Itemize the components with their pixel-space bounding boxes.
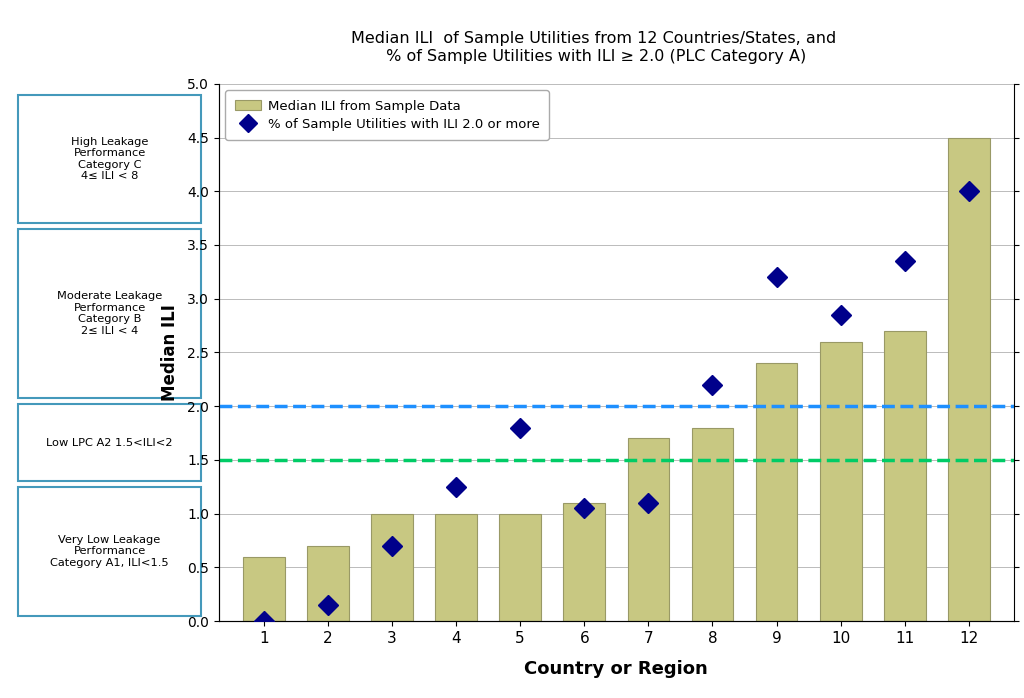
FancyBboxPatch shape [18, 229, 201, 398]
Bar [948, 138, 990, 621]
FancyBboxPatch shape [18, 403, 201, 482]
Bar [435, 514, 477, 621]
Text: High Leakage
Performance
Category C
4≤ ILI < 8: High Leakage Performance Category C 4≤ I… [71, 137, 148, 181]
Text: Moderate Leakage
Performance
Category B
2≤ ILI < 4: Moderate Leakage Performance Category B … [57, 291, 162, 336]
Text: Very Low Leakage
Performance
Category A1, ILI<1.5: Very Low Leakage Performance Category A1… [50, 535, 169, 568]
Bar [628, 438, 670, 621]
Bar [243, 557, 285, 621]
Text: Median ILI  of Sample Utilities from 12 Countries/States, and
 % of Sample Utili: Median ILI of Sample Utilities from 12 C… [351, 31, 837, 64]
Bar [691, 428, 733, 621]
Legend: Median ILI from Sample Data, % of Sample Utilities with ILI 2.0 or more: Median ILI from Sample Data, % of Sample… [225, 90, 549, 140]
Bar [307, 546, 349, 621]
Y-axis label: Median ILI: Median ILI [161, 304, 179, 401]
Bar [563, 503, 605, 621]
Bar [756, 363, 798, 621]
Text: Low LPC A2 1.5<ILI<2: Low LPC A2 1.5<ILI<2 [46, 438, 173, 447]
Bar [371, 514, 413, 621]
Bar [884, 331, 926, 621]
X-axis label: Country or Region: Country or Region [524, 660, 709, 678]
Bar [820, 342, 861, 621]
FancyBboxPatch shape [18, 487, 201, 616]
FancyBboxPatch shape [18, 94, 201, 223]
Bar [500, 514, 541, 621]
